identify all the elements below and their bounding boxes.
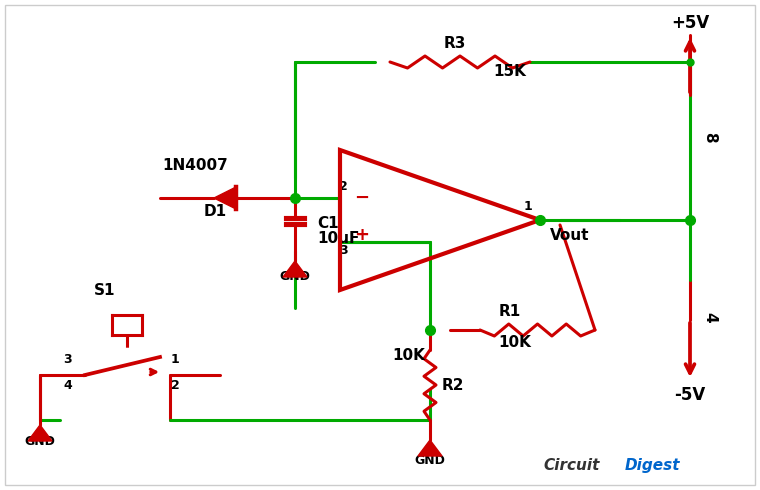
Polygon shape <box>283 261 307 277</box>
Text: 4: 4 <box>702 313 717 323</box>
Text: +: + <box>354 226 369 244</box>
Text: 15K: 15K <box>493 64 527 79</box>
Text: 2: 2 <box>339 180 347 193</box>
Polygon shape <box>28 425 52 441</box>
Text: 3: 3 <box>64 353 72 366</box>
Text: D1: D1 <box>204 204 226 219</box>
Text: 2: 2 <box>171 379 179 392</box>
Text: Vout: Vout <box>550 228 590 243</box>
Text: GND: GND <box>414 454 445 467</box>
Text: GND: GND <box>24 435 55 448</box>
Text: 10K: 10K <box>499 335 531 350</box>
Polygon shape <box>418 440 442 456</box>
Text: Digest: Digest <box>625 458 680 473</box>
Text: 1: 1 <box>524 200 532 213</box>
Text: +5V: +5V <box>671 14 709 32</box>
Text: 8: 8 <box>702 132 717 143</box>
Text: 1N4007: 1N4007 <box>162 158 228 173</box>
Text: 4: 4 <box>64 379 72 392</box>
Text: C1: C1 <box>317 216 339 231</box>
Text: GND: GND <box>280 270 310 283</box>
Text: S1: S1 <box>94 283 116 298</box>
Text: -5V: -5V <box>674 386 705 404</box>
Text: R2: R2 <box>442 378 464 393</box>
Text: 10uF: 10uF <box>317 231 359 246</box>
Text: 10K: 10K <box>392 348 425 363</box>
Text: 3: 3 <box>339 244 347 257</box>
Polygon shape <box>214 187 236 209</box>
Text: Circuit: Circuit <box>543 458 600 473</box>
Text: R3: R3 <box>444 36 466 51</box>
Text: −: − <box>354 189 369 207</box>
Text: 1: 1 <box>171 353 179 366</box>
Text: R1: R1 <box>499 304 521 319</box>
